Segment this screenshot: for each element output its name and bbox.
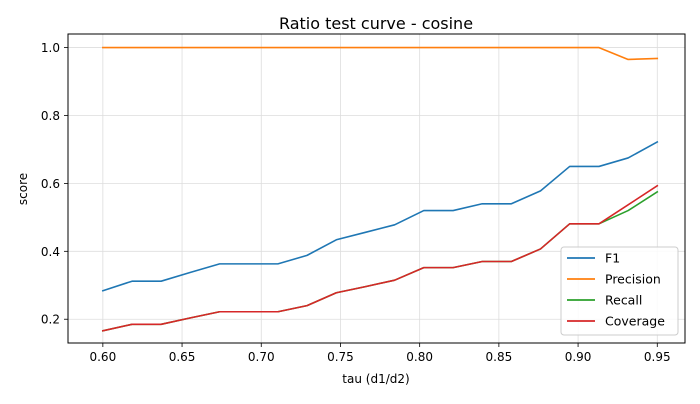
x-tick-label: 0.65: [169, 350, 196, 364]
series-lines: [101, 46, 659, 332]
x-tick-label: 0.70: [248, 350, 275, 364]
x-tick-label: 0.95: [644, 350, 671, 364]
y-tick-label: 0.8: [41, 109, 60, 123]
series-line-f1: [101, 140, 659, 292]
legend-label-coverage: Coverage: [605, 314, 665, 329]
x-axis-label: tau (d1/d2): [342, 372, 409, 386]
series-line-precision: [102, 46, 659, 61]
y-tick-label: 0.2: [41, 313, 60, 327]
x-tick-label: 0.80: [406, 350, 433, 364]
y-axis-label: score: [16, 173, 30, 205]
legend-label-recall: Recall: [605, 293, 642, 308]
legend-label-precision: Precision: [605, 272, 661, 287]
y-axis: 0.2 0.4 0.6 0.8 1.0: [41, 41, 68, 327]
y-tick-label: 0.4: [41, 245, 60, 259]
legend: F1 Precision Recall Coverage: [560, 246, 679, 336]
x-tick-label: 0.85: [486, 350, 513, 364]
y-tick-label: 1.0: [41, 41, 60, 55]
series-line-coverage: [101, 184, 659, 332]
legend-label-f1: F1: [605, 251, 620, 266]
x-tick-label: 0.90: [565, 350, 592, 364]
x-tick-label: 0.60: [89, 350, 116, 364]
plot-area-frame: [67, 33, 686, 344]
y-tick-label: 0.6: [41, 177, 60, 191]
x-axis: 0.60 0.65 0.70 0.75 0.80 0.85 0.90 0.95: [89, 343, 671, 364]
chart-title: Ratio test curve - cosine: [279, 14, 473, 33]
x-tick-label: 0.75: [327, 350, 354, 364]
legend-box: [560, 246, 679, 336]
